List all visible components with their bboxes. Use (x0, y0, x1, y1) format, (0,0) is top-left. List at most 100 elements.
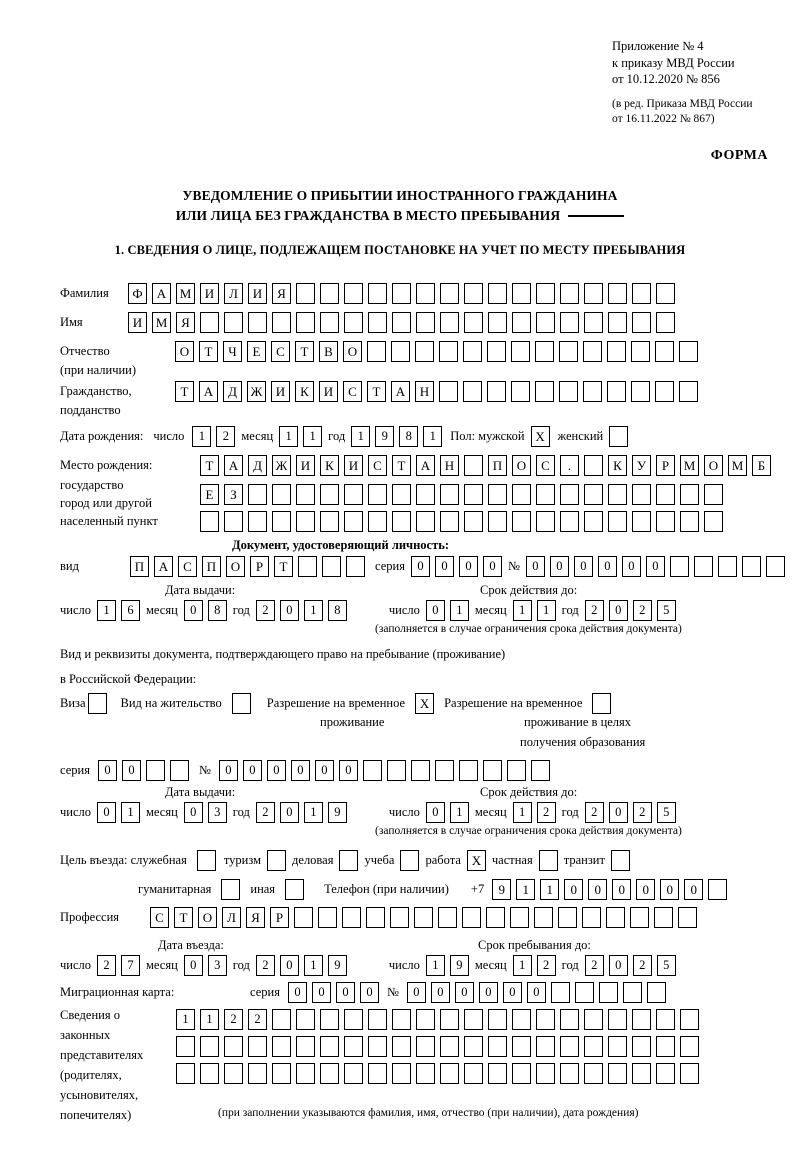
char-cell[interactable] (512, 1036, 531, 1057)
char-cell[interactable] (464, 312, 483, 333)
char-cell[interactable] (622, 982, 642, 1003)
char-cell[interactable]: 2 (632, 955, 652, 976)
char-cell[interactable]: П (130, 556, 149, 577)
char-cell[interactable]: 2 (97, 955, 117, 976)
char-cell[interactable]: . (560, 455, 579, 476)
char-cell[interactable] (535, 341, 554, 362)
char-cell[interactable]: 0 (621, 556, 641, 577)
char-cell[interactable]: 2 (255, 955, 275, 976)
char-cell[interactable]: П (488, 455, 507, 476)
char-cell[interactable]: 0 (478, 982, 498, 1003)
char-cell[interactable]: 2 (536, 802, 556, 823)
char-cell[interactable]: 2 (584, 955, 604, 976)
char-cell[interactable]: Д (223, 381, 242, 402)
char-cell[interactable] (534, 907, 553, 928)
char-cell[interactable] (559, 381, 578, 402)
char-cell[interactable] (368, 312, 387, 333)
char-cell[interactable]: О (226, 556, 245, 577)
char-cell[interactable] (608, 484, 627, 505)
edu-permit-checkbox[interactable] (592, 693, 612, 714)
visa-checkbox[interactable] (87, 693, 107, 714)
char-cell[interactable] (344, 283, 363, 304)
char-cell[interactable] (392, 1009, 411, 1030)
char-cell[interactable] (584, 283, 603, 304)
char-cell[interactable]: А (199, 381, 218, 402)
char-cell[interactable] (536, 312, 555, 333)
char-cell[interactable] (560, 484, 579, 505)
char-cell[interactable] (512, 511, 531, 532)
char-cell[interactable] (416, 312, 435, 333)
char-cell[interactable]: А (391, 381, 410, 402)
char-cell[interactable]: С (150, 907, 169, 928)
char-cell[interactable]: А (416, 455, 435, 476)
char-cell[interactable] (583, 341, 602, 362)
char-cell[interactable]: 0 (588, 879, 608, 900)
char-cell[interactable]: 0 (684, 879, 704, 900)
char-cell[interactable]: 9 (327, 955, 347, 976)
char-cell[interactable] (608, 312, 627, 333)
legal-rep-input-line2[interactable] (176, 1036, 699, 1057)
char-cell[interactable] (320, 1063, 339, 1084)
char-cell[interactable]: С (343, 381, 362, 402)
purpose-transit-checkbox[interactable] (610, 850, 630, 871)
char-cell[interactable]: С (536, 455, 555, 476)
char-cell[interactable] (224, 312, 243, 333)
sex-female-checkbox[interactable] (609, 426, 629, 447)
char-cell[interactable] (416, 1009, 435, 1030)
char-cell[interactable] (678, 907, 697, 928)
char-cell[interactable] (440, 1009, 459, 1030)
char-cell[interactable]: Т (199, 341, 218, 362)
char-cell[interactable]: 0 (549, 556, 569, 577)
char-cell[interactable] (536, 484, 555, 505)
char-cell[interactable]: И (296, 455, 315, 476)
char-cell[interactable]: 1 (351, 426, 371, 447)
char-cell[interactable] (704, 484, 723, 505)
char-cell[interactable]: Е (247, 341, 266, 362)
char-cell[interactable]: 2 (216, 426, 236, 447)
char-cell[interactable] (368, 484, 387, 505)
char-cell[interactable] (368, 511, 387, 532)
char-cell[interactable] (367, 341, 386, 362)
char-cell[interactable]: В (319, 341, 338, 362)
char-cell[interactable]: 0 (608, 802, 628, 823)
char-cell[interactable]: Т (175, 381, 194, 402)
char-cell[interactable] (390, 907, 409, 928)
char-cell[interactable]: Т (392, 455, 411, 476)
char-cell[interactable] (464, 1009, 483, 1030)
char-cell[interactable] (607, 341, 626, 362)
char-cell[interactable] (510, 907, 529, 928)
char-cell[interactable] (558, 907, 577, 928)
char-cell[interactable] (224, 1036, 243, 1057)
char-cell[interactable] (366, 907, 385, 928)
char-cell[interactable]: 0 (425, 802, 445, 823)
char-cell[interactable] (416, 1036, 435, 1057)
char-cell[interactable] (320, 1009, 339, 1030)
char-cell[interactable] (632, 1063, 651, 1084)
char-cell[interactable]: 0 (218, 760, 238, 781)
char-cell[interactable] (440, 511, 459, 532)
char-cell[interactable]: 0 (97, 802, 117, 823)
char-cell[interactable]: О (343, 341, 362, 362)
char-cell[interactable]: 2 (248, 1009, 267, 1030)
char-cell[interactable] (344, 511, 363, 532)
char-cell[interactable]: 0 (526, 982, 546, 1003)
char-cell[interactable] (272, 312, 291, 333)
char-cell[interactable]: 0 (608, 955, 628, 976)
purpose-other-checkbox[interactable] (285, 879, 305, 900)
char-cell[interactable] (248, 312, 267, 333)
char-cell[interactable]: С (368, 455, 387, 476)
char-cell[interactable]: 5 (656, 600, 676, 621)
char-cell[interactable] (646, 982, 666, 1003)
char-cell[interactable]: К (295, 381, 314, 402)
purpose-study-checkbox[interactable] (400, 850, 420, 871)
char-cell[interactable] (224, 511, 243, 532)
char-cell[interactable] (320, 312, 339, 333)
char-cell[interactable] (598, 982, 618, 1003)
char-cell[interactable] (511, 381, 530, 402)
